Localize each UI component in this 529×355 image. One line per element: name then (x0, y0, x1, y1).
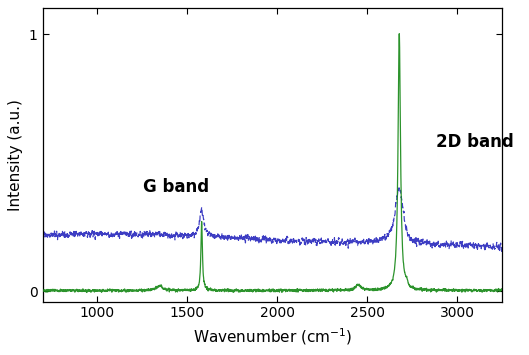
Y-axis label: Intensity (a.u.): Intensity (a.u.) (8, 99, 23, 211)
Text: G band: G band (143, 178, 209, 196)
X-axis label: Wavenumber (cm$^{-1}$): Wavenumber (cm$^{-1}$) (193, 326, 352, 347)
Text: 2D band: 2D band (436, 133, 514, 151)
